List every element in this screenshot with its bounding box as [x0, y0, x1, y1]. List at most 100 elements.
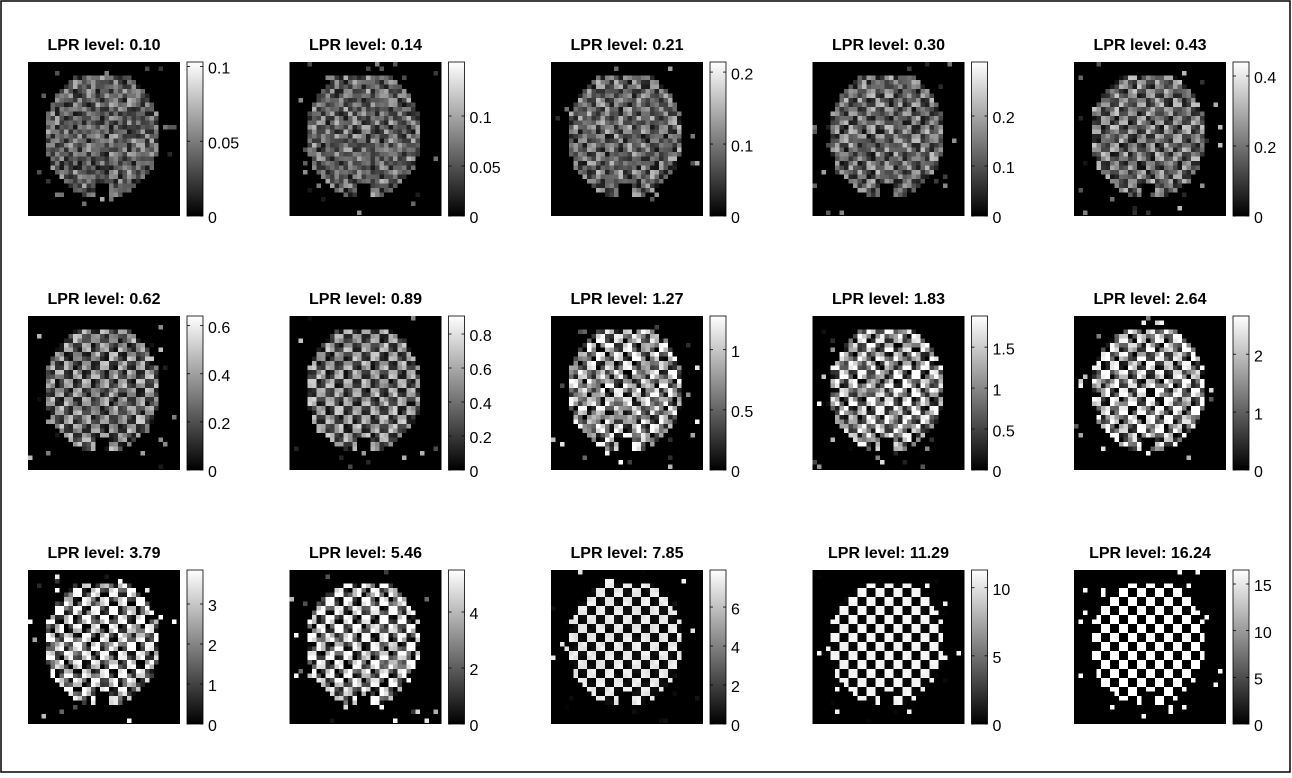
pixel [366, 121, 371, 126]
pixel [1155, 143, 1160, 148]
pixel [64, 130, 69, 135]
pixel [844, 139, 849, 144]
pixel [668, 406, 673, 411]
pixel [1092, 139, 1097, 144]
pixel [384, 357, 389, 362]
pixel [574, 116, 579, 121]
pixel [136, 85, 141, 90]
pixel [650, 339, 655, 344]
pixel [601, 134, 606, 139]
pixel [691, 161, 696, 166]
pixel [840, 361, 845, 366]
pixel [641, 361, 646, 366]
pixel [60, 429, 65, 434]
pixel [132, 184, 137, 189]
pixel [903, 384, 908, 389]
pixel [37, 334, 42, 339]
pixel [317, 420, 322, 425]
pixel [123, 125, 128, 130]
pixel [357, 166, 362, 171]
pixel [317, 393, 322, 398]
pixel [587, 433, 592, 438]
pixel [1124, 76, 1129, 81]
pixel [123, 424, 128, 429]
pixel [916, 370, 921, 375]
pixel [51, 375, 56, 380]
pixel [835, 170, 840, 175]
pixel [894, 388, 899, 393]
pixel [96, 370, 101, 375]
pixel [335, 388, 340, 393]
pixel [659, 348, 664, 353]
pixel [348, 152, 353, 157]
pixel [659, 121, 664, 126]
pixel [1092, 130, 1097, 135]
pixel [371, 393, 376, 398]
pixel [610, 397, 615, 402]
pixel [912, 188, 917, 193]
pixel [380, 402, 385, 407]
pixel [330, 438, 335, 443]
pixel [898, 184, 903, 189]
pixel [619, 161, 624, 166]
pixel [668, 125, 673, 130]
pixel [574, 379, 579, 384]
pixel [569, 393, 574, 398]
pixel [384, 370, 389, 375]
pixel [326, 379, 331, 384]
pixel [96, 152, 101, 157]
pixel [141, 375, 146, 380]
pixel [871, 179, 876, 184]
pixel [1160, 188, 1165, 193]
pixel [939, 366, 944, 371]
colorbar [972, 62, 988, 216]
pixel [1133, 152, 1138, 157]
pixel [339, 366, 344, 371]
pixel [632, 393, 637, 398]
pixel [91, 184, 96, 189]
pixel [596, 429, 601, 434]
pixel [357, 384, 362, 389]
pixel [619, 85, 624, 90]
pixel [1151, 125, 1156, 130]
pixel [366, 348, 371, 353]
pixel [344, 188, 349, 193]
pixel [375, 361, 380, 366]
pixel [51, 103, 56, 108]
pixel [73, 406, 78, 411]
pixel [55, 402, 60, 407]
pixel [78, 375, 83, 380]
pixel [393, 94, 398, 99]
pixel [862, 98, 867, 103]
pixel [109, 402, 114, 407]
pixel [1146, 80, 1151, 85]
pixel [650, 170, 655, 175]
pixel [82, 130, 87, 135]
pixel [889, 107, 894, 112]
pixel [1155, 125, 1160, 130]
pixel [344, 375, 349, 380]
pixel [326, 339, 331, 344]
pixel [114, 125, 119, 130]
pixel [619, 334, 624, 339]
pixel [1214, 103, 1219, 108]
pixel [1110, 89, 1115, 94]
pixel [1128, 98, 1133, 103]
pixel [407, 125, 412, 130]
pixel [592, 175, 597, 180]
pixel [109, 330, 114, 335]
pixel [862, 89, 867, 94]
pixel [632, 94, 637, 99]
pixel [632, 348, 637, 353]
pixel [60, 366, 65, 371]
pixel [619, 330, 624, 335]
pixel [637, 184, 642, 189]
pixel [677, 375, 682, 380]
pixel [605, 330, 610, 335]
pixel [73, 366, 78, 371]
pixel [1128, 170, 1133, 175]
pixel [407, 406, 412, 411]
pixel [366, 397, 371, 402]
pixel [934, 152, 939, 157]
pixel [1101, 143, 1106, 148]
